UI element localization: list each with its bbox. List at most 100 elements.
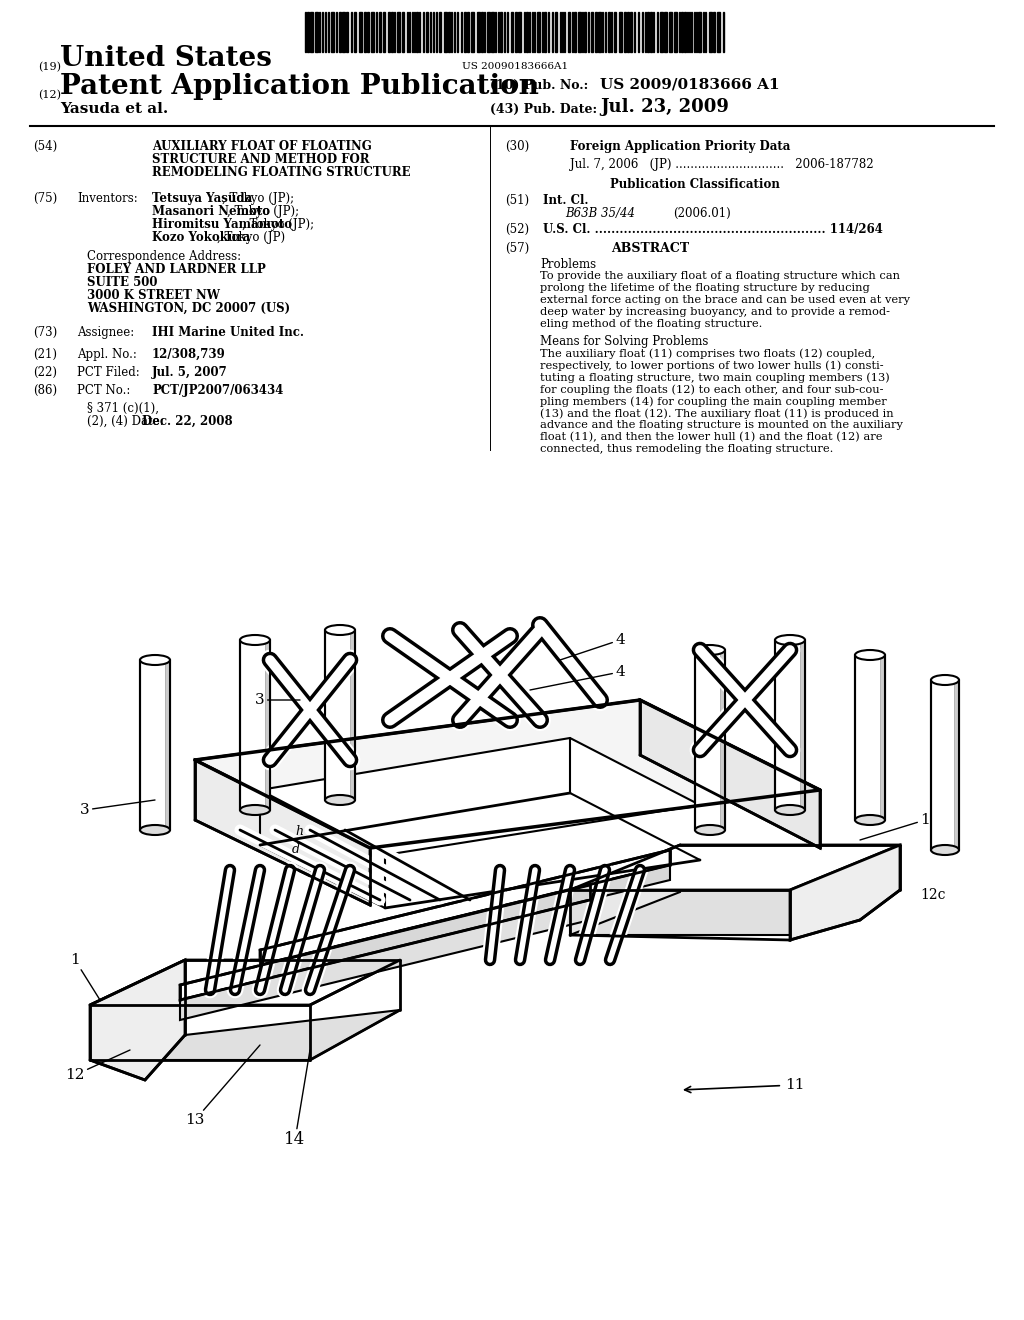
Bar [325, 630, 355, 800]
Ellipse shape [695, 645, 725, 655]
Bar [307, 12, 309, 51]
Text: B63B 35/44: B63B 35/44 [565, 207, 635, 220]
Text: Tetsuya Yasuda: Tetsuya Yasuda [152, 191, 252, 205]
Text: Jul. 5, 2007: Jul. 5, 2007 [152, 366, 227, 379]
Text: Masanori Nemoto: Masanori Nemoto [152, 205, 270, 218]
Text: US 2009/0183666 A1: US 2009/0183666 A1 [600, 78, 779, 92]
Text: Jul. 7, 2006   (JP) .............................   2006-187782: Jul. 7, 2006 (JP) ......................… [570, 158, 873, 172]
Bar [397, 12, 400, 51]
Text: PCT/JP2007/063434: PCT/JP2007/063434 [152, 384, 284, 397]
Bar [449, 12, 450, 51]
Bar [698, 12, 701, 51]
Bar [544, 12, 546, 51]
Ellipse shape [240, 805, 270, 814]
Polygon shape [790, 845, 900, 940]
Bar [354, 12, 356, 51]
Text: REMODELING FLOATING STRUCTURE: REMODELING FLOATING STRUCTURE [152, 166, 411, 180]
Bar [674, 12, 677, 51]
Bar [713, 12, 715, 51]
Polygon shape [640, 700, 820, 847]
Bar [660, 12, 663, 51]
Text: (21): (21) [33, 348, 57, 360]
Bar [490, 12, 494, 51]
Bar [331, 12, 334, 51]
Bar [664, 12, 667, 51]
Text: (54): (54) [33, 140, 57, 153]
Bar [954, 680, 959, 850]
Text: (10) Pub. No.:: (10) Pub. No.: [490, 79, 588, 92]
Bar [342, 12, 345, 51]
Ellipse shape [855, 649, 885, 660]
Bar [614, 12, 616, 51]
Bar [391, 12, 393, 51]
Text: SUITE 500: SUITE 500 [87, 276, 158, 289]
Bar [775, 640, 805, 810]
Bar [584, 12, 586, 51]
Bar [383, 12, 385, 51]
Ellipse shape [240, 635, 270, 645]
Text: 12c: 12c [920, 888, 945, 902]
Text: Yasuda et al.: Yasuda et al. [60, 102, 168, 116]
Bar [931, 680, 959, 850]
Polygon shape [195, 700, 820, 847]
Bar [350, 630, 355, 800]
Bar [568, 12, 570, 51]
Bar [346, 12, 348, 51]
Text: (43) Pub. Date:: (43) Pub. Date: [490, 103, 597, 116]
Text: STRUCTURE AND METHOD FOR: STRUCTURE AND METHOD FOR [152, 153, 370, 166]
Polygon shape [570, 845, 900, 935]
Text: (13) and the float (12). The auxiliary float (11) is produced in: (13) and the float (12). The auxiliary f… [540, 408, 894, 418]
Bar [624, 12, 626, 51]
Text: Kozo Yokokura: Kozo Yokokura [152, 231, 250, 244]
Ellipse shape [140, 655, 170, 665]
Ellipse shape [325, 624, 355, 635]
Text: Patent Application Publication: Patent Application Publication [60, 73, 539, 100]
Bar [647, 12, 649, 51]
Text: 12: 12 [66, 1049, 130, 1082]
Text: (57): (57) [505, 242, 529, 255]
Text: 12/308,739: 12/308,739 [152, 348, 225, 360]
Text: 1: 1 [860, 813, 930, 840]
Text: pling members (14) for coupling the main coupling member: pling members (14) for coupling the main… [540, 396, 887, 407]
Text: float (11), and then the lower hull (1) and the float (12) are: float (11), and then the lower hull (1) … [540, 432, 883, 442]
Bar [608, 12, 610, 51]
Bar [487, 12, 490, 51]
Ellipse shape [931, 845, 959, 855]
Bar [717, 12, 720, 51]
Ellipse shape [325, 795, 355, 805]
Polygon shape [195, 760, 370, 906]
Bar [578, 12, 581, 51]
Bar [140, 660, 170, 830]
Bar [439, 12, 441, 51]
Text: Means for Solving Problems: Means for Solving Problems [540, 335, 709, 348]
Text: 3: 3 [80, 800, 155, 817]
Bar [339, 12, 341, 51]
Text: Problems: Problems [540, 257, 596, 271]
Bar [555, 12, 557, 51]
Bar [695, 649, 725, 830]
Text: 3000 K STREET NW: 3000 K STREET NW [87, 289, 220, 302]
Bar [537, 12, 540, 51]
Bar [379, 12, 381, 51]
Text: PCT No.:: PCT No.: [77, 384, 130, 397]
Bar [402, 12, 404, 51]
Text: (86): (86) [33, 384, 57, 397]
Text: , Tokyo (JP);: , Tokyo (JP); [227, 205, 299, 218]
Polygon shape [260, 850, 670, 965]
Text: (52): (52) [505, 223, 529, 236]
Ellipse shape [931, 675, 959, 685]
Polygon shape [570, 845, 680, 935]
Text: 4: 4 [530, 665, 625, 690]
Bar [526, 12, 528, 51]
Bar [591, 12, 593, 51]
Text: , Tokyo (JP): , Tokyo (JP) [217, 231, 285, 244]
Text: (12): (12) [38, 90, 61, 100]
Bar [709, 12, 712, 51]
Text: 14: 14 [285, 1049, 310, 1148]
Text: (30): (30) [505, 140, 529, 153]
Text: Dec. 22, 2008: Dec. 22, 2008 [142, 414, 232, 428]
Text: respectively, to lower portions of two lower hulls (1) consti-: respectively, to lower portions of two l… [540, 360, 884, 371]
Text: U.S. Cl. ........................................................ 114/264: U.S. Cl. ...............................… [543, 223, 883, 236]
Bar [618, 12, 622, 51]
Text: , Tokyo (JP);: , Tokyo (JP); [222, 191, 294, 205]
